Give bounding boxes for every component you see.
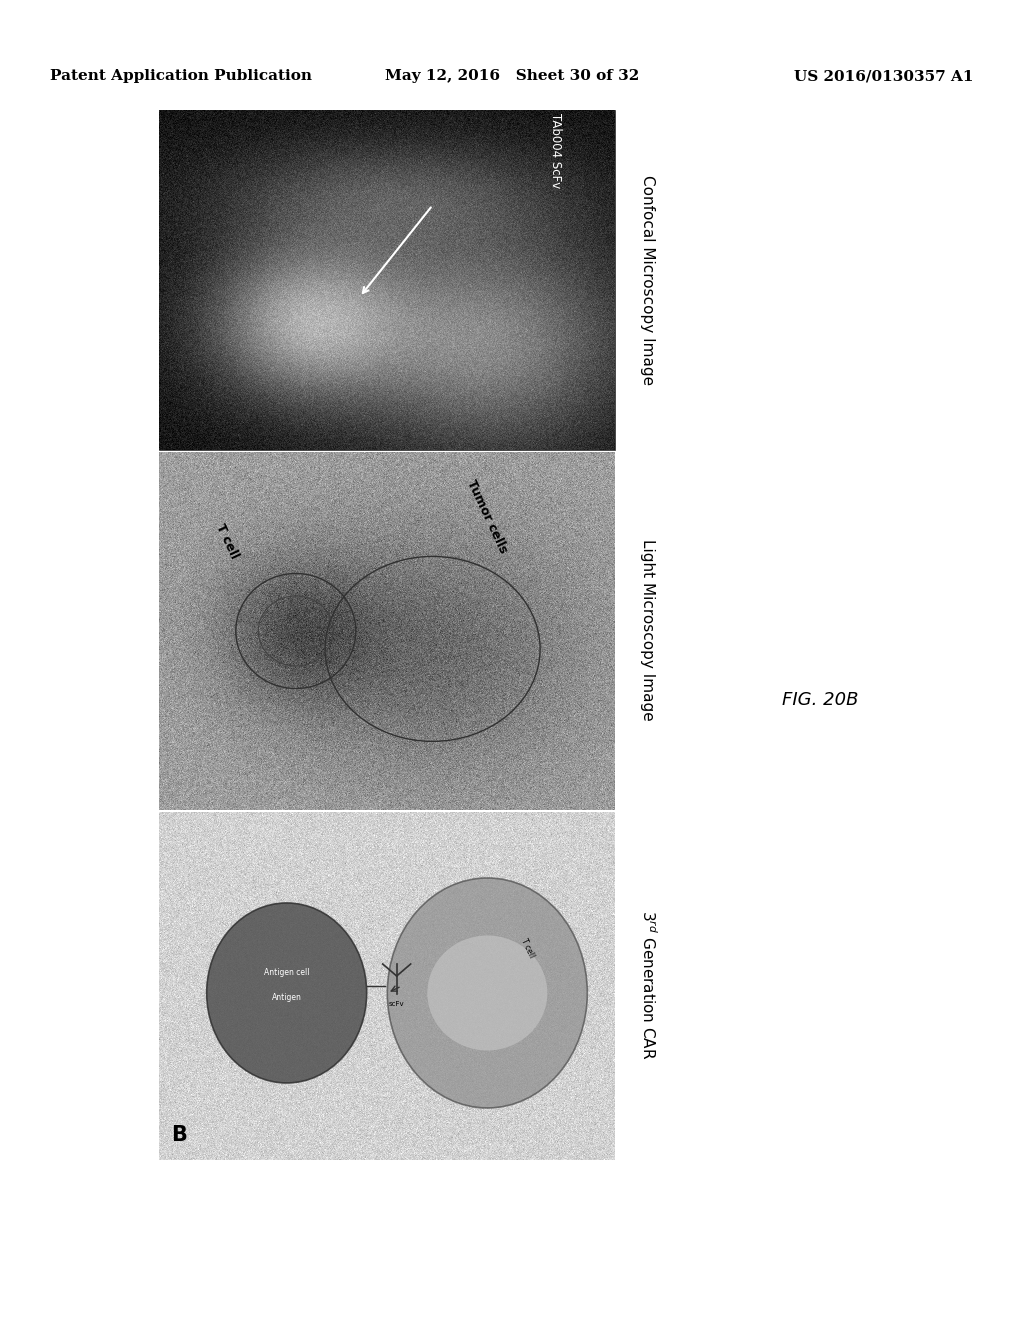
Text: Confocal Microscopy Image: Confocal Microscopy Image (640, 176, 655, 385)
Text: Antigen: Antigen (271, 994, 302, 1002)
Bar (159, 110, 615, 450)
Text: Tumor cells: Tumor cells (465, 478, 510, 556)
Ellipse shape (427, 936, 547, 1051)
Text: scFv: scFv (389, 1001, 404, 1007)
Text: Patent Application Publication: Patent Application Publication (50, 69, 312, 83)
Text: T cell: T cell (519, 937, 536, 960)
Text: FIG. 20B: FIG. 20B (781, 690, 858, 709)
Text: Light Microscopy Image: Light Microscopy Image (640, 539, 655, 721)
Text: TAb004 ScFv: TAb004 ScFv (549, 114, 562, 189)
Text: May 12, 2016   Sheet 30 of 32: May 12, 2016 Sheet 30 of 32 (385, 69, 639, 83)
Text: 3$^{rd}$ Generation CAR: 3$^{rd}$ Generation CAR (639, 911, 657, 1060)
Text: US 2016/0130357 A1: US 2016/0130357 A1 (795, 69, 974, 83)
Text: T cell: T cell (214, 521, 241, 561)
Text: Antigen cell: Antigen cell (264, 969, 309, 977)
Ellipse shape (387, 878, 588, 1107)
Text: B: B (171, 1125, 186, 1144)
Ellipse shape (207, 903, 367, 1082)
